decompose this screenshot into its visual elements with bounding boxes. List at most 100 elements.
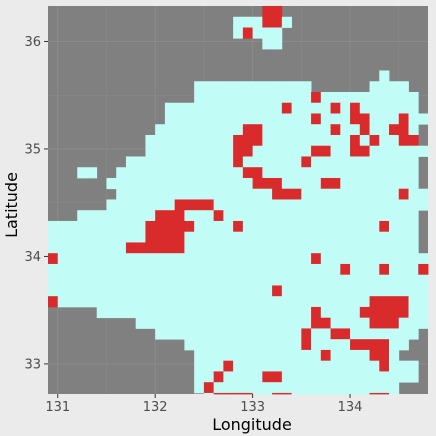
land-cell bbox=[194, 328, 205, 340]
land-cell bbox=[67, 231, 78, 243]
land-cell bbox=[135, 296, 146, 308]
land-cell bbox=[291, 156, 302, 168]
land-cell bbox=[340, 242, 351, 254]
land-cell bbox=[311, 231, 322, 243]
land-cell bbox=[398, 199, 409, 211]
land-cell bbox=[262, 328, 273, 340]
land-cell bbox=[194, 296, 205, 308]
highlight-cell bbox=[262, 16, 273, 28]
land-cell bbox=[379, 81, 390, 93]
land-cell bbox=[262, 145, 273, 157]
land-cell bbox=[301, 188, 312, 200]
land-cell bbox=[262, 253, 273, 265]
land-cell bbox=[379, 156, 390, 168]
land-cell bbox=[174, 167, 185, 179]
land-cell bbox=[252, 253, 263, 265]
land-cell bbox=[398, 177, 409, 190]
land-cell bbox=[194, 242, 205, 254]
land-cell bbox=[155, 188, 166, 200]
land-cell bbox=[272, 27, 283, 39]
land-cell bbox=[281, 177, 292, 190]
land-cell bbox=[350, 349, 361, 362]
land-cell bbox=[48, 263, 59, 276]
land-cell bbox=[379, 70, 390, 82]
land-cell bbox=[194, 210, 205, 222]
land-cell bbox=[281, 242, 292, 254]
land-cell bbox=[291, 102, 302, 114]
land-cell bbox=[340, 199, 351, 211]
land-cell bbox=[311, 360, 322, 372]
land-cell bbox=[223, 177, 234, 190]
land-cell bbox=[213, 124, 224, 136]
land-cell bbox=[233, 242, 244, 254]
land-cell bbox=[174, 124, 185, 136]
land-cell bbox=[184, 113, 195, 125]
land-cell bbox=[291, 274, 302, 286]
highlight-cell bbox=[155, 210, 166, 222]
land-cell bbox=[281, 167, 292, 179]
land-cell bbox=[389, 349, 400, 362]
land-cell bbox=[272, 113, 283, 125]
land-cell bbox=[174, 317, 185, 329]
land-cell bbox=[242, 328, 254, 340]
land-cell bbox=[77, 231, 88, 243]
land-cell bbox=[320, 242, 331, 254]
land-cell bbox=[135, 274, 146, 286]
land-cell bbox=[242, 339, 254, 351]
land-cell bbox=[408, 242, 419, 254]
highlight-cell bbox=[194, 199, 205, 211]
land-cell bbox=[203, 231, 215, 243]
land-cell bbox=[125, 231, 137, 243]
land-cell bbox=[291, 167, 302, 179]
land-cell bbox=[96, 231, 107, 243]
land-cell bbox=[330, 145, 341, 157]
land-cell bbox=[359, 274, 370, 286]
highlight-cell bbox=[350, 134, 361, 147]
land-cell bbox=[408, 167, 419, 179]
land-cell bbox=[272, 382, 283, 394]
land-cell bbox=[213, 81, 224, 93]
land-cell bbox=[174, 306, 185, 319]
land-cell bbox=[213, 382, 224, 394]
land-cell bbox=[174, 177, 185, 190]
land-cell bbox=[213, 177, 224, 190]
land-cell bbox=[379, 274, 390, 286]
land-cell bbox=[242, 231, 254, 243]
highlight-cell bbox=[135, 242, 146, 254]
land-cell bbox=[135, 231, 146, 243]
land-cell bbox=[272, 91, 283, 104]
land-cell bbox=[340, 296, 351, 308]
land-cell bbox=[155, 177, 166, 190]
land-cell bbox=[213, 296, 224, 308]
land-cell bbox=[389, 102, 400, 114]
land-cell bbox=[311, 188, 322, 200]
land-cell bbox=[262, 102, 273, 114]
land-cell bbox=[233, 339, 244, 351]
land-cell bbox=[340, 306, 351, 319]
land-cell bbox=[242, 177, 254, 190]
land-cell bbox=[242, 263, 254, 276]
highlight-cell bbox=[311, 145, 322, 157]
highlight-cell bbox=[340, 263, 351, 276]
land-cell bbox=[301, 210, 312, 222]
land-cell bbox=[194, 382, 205, 394]
land-cell bbox=[320, 102, 331, 114]
land-cell bbox=[272, 145, 283, 157]
land-cell bbox=[96, 242, 107, 254]
land-cell bbox=[379, 210, 390, 222]
land-cell bbox=[369, 188, 380, 200]
land-cell bbox=[184, 145, 195, 157]
land-cell bbox=[408, 156, 419, 168]
land-cell bbox=[77, 263, 88, 276]
land-cell bbox=[223, 124, 234, 136]
land-cell bbox=[330, 263, 341, 276]
land-cell bbox=[116, 242, 127, 254]
highlight-cell bbox=[379, 339, 390, 351]
land-cell bbox=[116, 177, 127, 190]
land-cell bbox=[418, 274, 429, 286]
land-cell bbox=[223, 220, 234, 233]
highlight-cell bbox=[252, 134, 263, 147]
land-cell bbox=[213, 145, 224, 157]
land-cell bbox=[418, 145, 429, 157]
land-cell bbox=[135, 156, 146, 168]
